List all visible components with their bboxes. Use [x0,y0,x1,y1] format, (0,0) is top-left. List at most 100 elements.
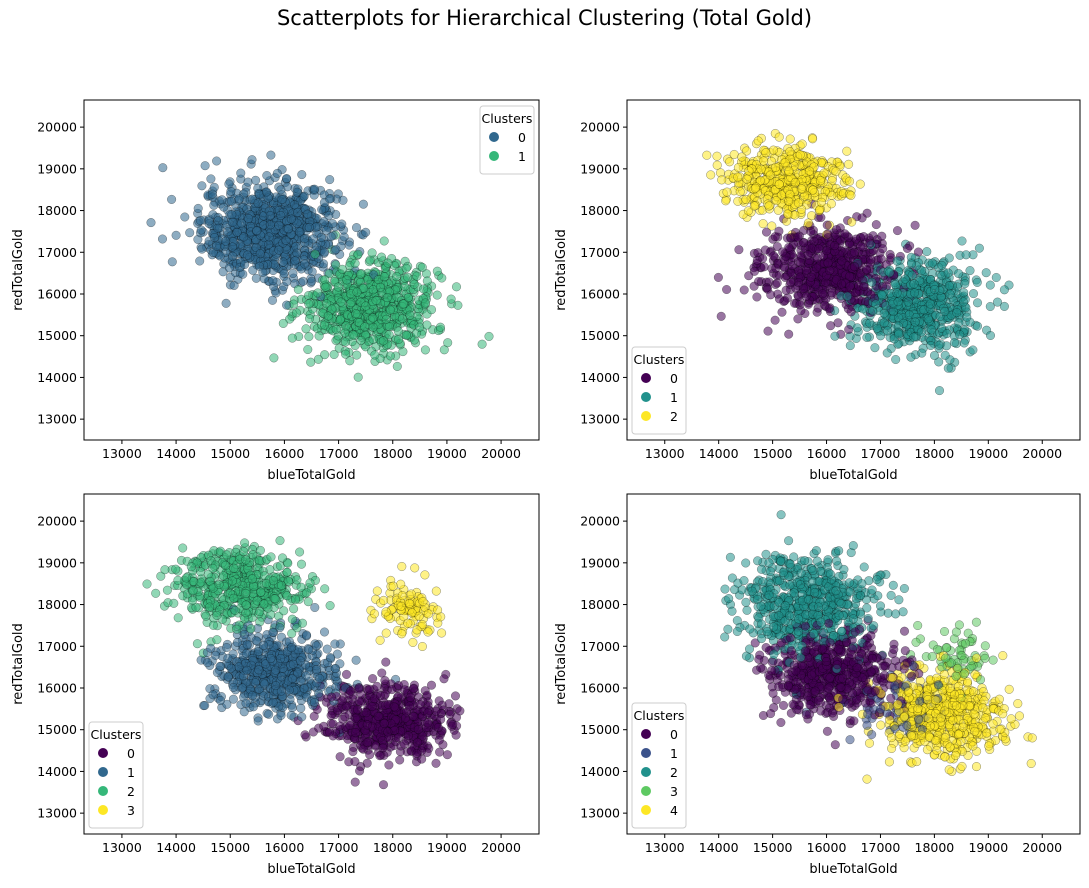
scatter-point-cluster-1 [352,656,361,665]
scatter-point-cluster-2 [816,176,825,185]
scatter-point-cluster-0 [339,196,348,205]
x-tick-label: 17000 [319,446,359,461]
scatter-point-cluster-1 [959,288,968,297]
scatter-point-cluster-0 [451,692,460,701]
scatter-point-cluster-0 [228,218,237,227]
x-tick-label: 14000 [699,446,739,461]
scatter-point-cluster-0 [771,232,780,241]
scatter-point-cluster-0 [351,778,360,787]
scatter-point-cluster-0 [872,220,881,229]
scatter-point-cluster-3 [415,612,424,621]
scatter-point-cluster-0 [244,178,253,187]
scatter-point-cluster-0 [355,767,364,776]
scatter-point-cluster-2 [717,176,726,185]
x-tick-label: 13000 [645,446,685,461]
scatter-point-cluster-2 [771,163,780,172]
y-tick-label: 15000 [580,328,620,343]
scatter-point-cluster-0 [452,731,461,740]
scatter-point-cluster-0 [770,252,779,261]
scatter-point-cluster-0 [823,221,832,230]
scatter-point-cluster-3 [397,630,406,639]
scatter-point-cluster-0 [432,759,441,768]
scatter-point-cluster-1 [306,358,315,367]
scatter-point-cluster-3 [382,629,391,638]
scatter-point-cluster-0 [307,277,316,286]
scatter-point-cluster-0 [802,292,811,301]
scatter-point-cluster-2 [783,210,792,219]
scatter-point-cluster-0 [878,232,887,241]
scatter-point-cluster-3 [373,587,382,596]
scatter-point-cluster-0 [857,242,866,251]
scatter-point-cluster-0 [782,286,791,295]
y-tick-label: 16000 [37,286,77,301]
scatter-point-cluster-0 [298,170,307,179]
scatter-point-cluster-1 [973,278,982,287]
scatter-point-cluster-0 [279,258,288,267]
scatter-point-cluster-2 [725,158,734,167]
scatter-point-cluster-0 [284,224,293,233]
y-tick-label: 20000 [37,120,77,135]
y-tick-label: 19000 [580,161,620,176]
scatter-point-cluster-0 [322,226,331,235]
scatter-point-cluster-1 [846,341,855,350]
scatter-point-cluster-1 [883,327,892,336]
scatter-point-cluster-0 [225,180,234,189]
scatter-point-cluster-2 [766,171,775,180]
scatter-point-cluster-1 [380,237,389,246]
scatter-point-cluster-0 [332,245,341,254]
scatter-point-cluster-1 [433,291,442,300]
scatter-point-cluster-0 [248,155,257,164]
scatter-point-cluster-1 [831,332,840,341]
scatter-point-cluster-0 [717,312,726,321]
legend-marker [489,132,499,142]
scatter-point-cluster-2 [222,551,231,560]
scatter-point-cluster-0 [201,161,210,170]
scatter-point-cluster-1 [923,247,932,256]
scatter-point-cluster-3 [379,596,388,605]
x-axis-label: blueTotalGold [809,468,897,483]
scatter-point-cluster-1 [252,636,261,645]
scatter-point-cluster-0 [303,210,312,219]
scatter-point-cluster-3 [424,628,433,637]
scatter-point-cluster-0 [804,251,813,260]
scatter-point-cluster-1 [944,364,953,373]
scatter-point-cluster-0 [878,244,887,253]
scatter-point-cluster-1 [930,351,939,360]
scatter-point-cluster-0 [243,251,252,260]
scatter-point-cluster-2 [797,185,806,194]
scatter-point-cluster-1 [222,643,231,652]
scatter-point-cluster-2 [768,222,777,231]
scatter-point-cluster-1 [311,250,320,259]
scatter-point-cluster-1 [986,281,995,290]
scatter-point-cluster-1 [331,261,340,270]
scatter-point-cluster-0 [830,241,839,250]
scatter-point-cluster-2 [736,187,745,196]
scatter-point-cluster-1 [904,298,913,307]
scatter-point-cluster-0 [267,151,276,160]
scatter-point-cluster-1 [418,263,427,272]
scatter-point-cluster-2 [306,579,315,588]
scatter-point-cluster-1 [454,301,463,310]
scatter-point-cluster-0 [394,681,403,690]
scatter-point-cluster-1 [380,273,389,282]
y-tick-label: 15000 [37,328,77,343]
legend-marker [641,392,651,402]
scatter-point-cluster-3 [437,629,446,638]
scatter-point-cluster-1 [341,350,350,359]
scatter-point-cluster-0 [287,215,296,224]
scatter-point-cluster-2 [794,199,803,208]
scatter-point-cluster-1 [279,319,288,328]
scatter-point-cluster-1 [368,249,377,258]
scatter-point-cluster-1 [982,268,991,277]
scatter-point-cluster-0 [760,263,769,272]
legend-marker [641,411,651,421]
scatter-point-cluster-2 [295,548,304,557]
scatter-point-cluster-1 [960,339,969,348]
scatter-point-cluster-0 [832,225,841,234]
scatter-point-cluster-2 [723,188,732,197]
scatter-point-cluster-1 [342,276,351,285]
scatter-point-cluster-1 [447,295,456,304]
scatter-point-cluster-0 [435,748,444,757]
scatter-point-cluster-0 [310,712,319,721]
